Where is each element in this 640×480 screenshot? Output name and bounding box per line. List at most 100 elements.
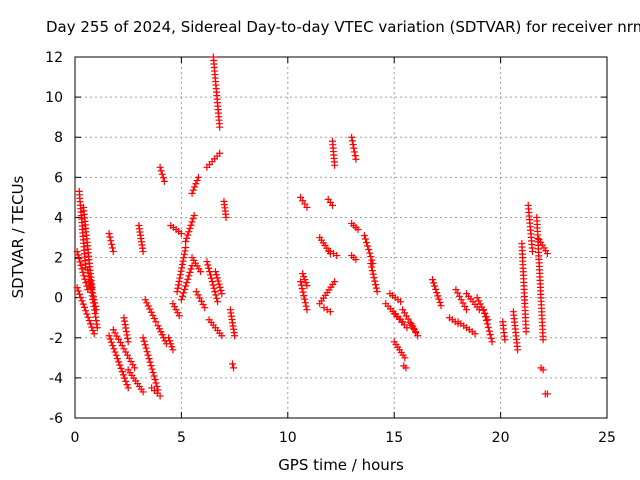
data-point	[158, 331, 166, 339]
data-point	[435, 295, 443, 303]
x-tick-label: 25	[598, 430, 616, 446]
data-point	[124, 384, 132, 392]
data-point	[157, 167, 165, 175]
data-point	[454, 289, 462, 297]
data-point	[145, 355, 153, 363]
data-point	[78, 297, 86, 305]
data-point	[180, 289, 188, 297]
y-tick-label: 2	[54, 251, 63, 267]
data-point	[153, 382, 161, 390]
data-point	[185, 272, 193, 280]
data-point	[365, 246, 373, 254]
y-tick-label: 10	[45, 90, 63, 106]
data-point	[116, 338, 124, 346]
data-point	[401, 354, 409, 362]
data-point	[401, 309, 409, 317]
data-point	[522, 328, 530, 336]
data-point	[212, 271, 220, 279]
data-point	[402, 364, 410, 372]
data-point	[407, 320, 415, 328]
data-point	[214, 277, 222, 285]
data-point	[188, 218, 196, 226]
data-point	[372, 284, 380, 292]
data-point	[409, 323, 417, 331]
data-point	[180, 254, 188, 262]
data-point	[207, 274, 215, 282]
data-point	[179, 257, 187, 265]
data-point	[430, 279, 438, 287]
data-point	[333, 252, 341, 260]
data-point	[471, 330, 479, 338]
data-point	[156, 392, 164, 400]
data-point	[300, 292, 308, 300]
data-point	[303, 282, 311, 290]
data-point	[175, 277, 183, 285]
data-point	[364, 242, 372, 250]
data-point	[74, 251, 82, 259]
data-point	[89, 326, 97, 334]
data-point	[194, 291, 202, 299]
data-point	[361, 235, 369, 243]
data-point	[113, 332, 121, 340]
data-point	[112, 351, 120, 359]
data-point	[109, 326, 117, 334]
data-point	[539, 366, 547, 374]
data-point	[174, 309, 182, 317]
data-point	[350, 148, 358, 156]
data-point	[197, 297, 205, 305]
data-point	[216, 123, 224, 131]
data-point	[191, 183, 199, 191]
data-point	[122, 377, 130, 385]
data-point	[178, 260, 186, 268]
data-point	[147, 308, 155, 316]
data-point	[184, 275, 192, 283]
data-point	[159, 174, 167, 182]
data-point	[215, 280, 223, 288]
data-point	[459, 299, 467, 307]
data-point	[206, 271, 214, 279]
data-point	[122, 348, 130, 356]
x-tick-label: 20	[492, 430, 510, 446]
chart-title: Day 255 of 2024, Sidereal Day-to-day VTE…	[46, 18, 640, 36]
data-point	[156, 163, 164, 171]
data-point	[80, 303, 88, 311]
data-point	[216, 283, 224, 291]
data-point	[367, 260, 375, 268]
data-point	[218, 290, 226, 298]
data-point	[302, 302, 310, 310]
data-point	[298, 285, 306, 293]
data-point	[193, 177, 201, 185]
data-point	[78, 265, 86, 273]
data-point	[194, 173, 202, 181]
data-point	[434, 292, 442, 300]
data-point	[175, 312, 183, 320]
data-point	[463, 306, 471, 314]
data-point	[192, 180, 200, 188]
data-point	[144, 302, 152, 310]
data-point	[399, 306, 407, 314]
data-point	[514, 346, 522, 354]
data-point	[124, 334, 132, 342]
data-point	[222, 213, 230, 221]
data-point	[172, 306, 180, 314]
data-point	[367, 253, 375, 261]
data-point	[197, 268, 205, 276]
data-point	[230, 364, 238, 372]
data-point	[372, 281, 380, 289]
data-point	[142, 344, 150, 352]
data-point	[149, 369, 157, 377]
data-point	[475, 297, 483, 305]
data-point	[93, 324, 101, 332]
data-point	[131, 364, 139, 372]
data-point	[183, 279, 191, 287]
data-point	[106, 335, 114, 343]
data-point	[111, 329, 119, 337]
data-point	[301, 276, 309, 284]
data-point	[121, 374, 129, 382]
data-point	[192, 288, 200, 296]
data-point	[352, 155, 360, 163]
data-point	[177, 296, 185, 304]
data-point	[109, 248, 117, 256]
data-point	[213, 274, 221, 282]
data-point	[483, 320, 491, 328]
